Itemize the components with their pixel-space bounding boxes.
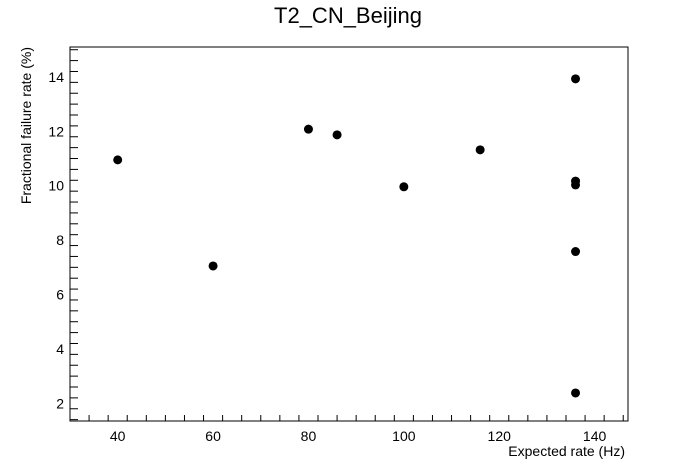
y-axis-title: Fractional failure rate (%) xyxy=(18,47,34,204)
x-tick-label: 100 xyxy=(392,428,416,444)
data-point xyxy=(399,182,409,192)
data-point xyxy=(475,145,485,155)
chart-title: T2_CN_Beijing xyxy=(274,3,422,28)
y-tick-label: 14 xyxy=(48,69,64,85)
y-tick-label: 12 xyxy=(48,123,64,139)
x-axis-title: Expected rate (Hz) xyxy=(508,443,625,459)
data-points xyxy=(113,74,581,398)
plot-frame xyxy=(69,46,629,422)
x-tick-label: 40 xyxy=(110,428,126,444)
data-point xyxy=(332,130,342,140)
x-tick-label: 80 xyxy=(301,428,317,444)
data-point xyxy=(571,247,581,257)
y-tick-label: 8 xyxy=(56,232,64,248)
data-point xyxy=(208,261,218,271)
x-tick-label: 140 xyxy=(583,428,607,444)
y-tick-label: 2 xyxy=(56,395,64,411)
y-tick-label: 4 xyxy=(56,341,64,357)
data-point xyxy=(113,155,123,165)
data-point xyxy=(571,180,581,190)
data-point xyxy=(571,74,581,84)
y-tick-label: 10 xyxy=(48,178,64,194)
x-tick-label: 60 xyxy=(205,428,221,444)
x-axis: 40 60 80 100 120 140 xyxy=(69,415,624,444)
data-point xyxy=(571,388,581,398)
data-point xyxy=(303,124,313,134)
y-tick-label: 6 xyxy=(56,287,64,303)
y-axis: 2 4 6 8 10 12 14 xyxy=(48,49,78,421)
x-tick-label: 120 xyxy=(488,428,512,444)
